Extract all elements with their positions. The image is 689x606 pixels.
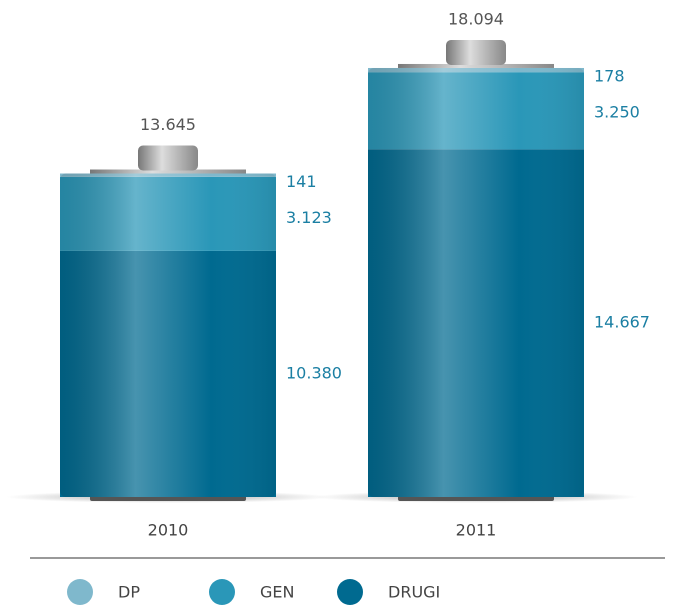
- legend-swatch: [67, 579, 93, 605]
- legend-label: DRUGI: [388, 583, 440, 602]
- legend-label: GEN: [260, 583, 294, 602]
- x-tick-label: 2011: [456, 521, 497, 540]
- value-label: 14.667: [594, 313, 650, 332]
- legend-swatch: [209, 579, 235, 605]
- value-label: 3.123: [286, 208, 332, 227]
- legend-label: DP: [118, 583, 140, 602]
- value-label: 141: [286, 172, 317, 191]
- total-label: 13.645: [140, 115, 196, 134]
- bar-shine: [60, 174, 276, 497]
- value-label: 10.380: [286, 363, 342, 382]
- x-tick-label: 2010: [148, 521, 189, 540]
- chart: 13.645 141 3.123 10.380 2010 18.094 178 3.250 14…: [0, 0, 689, 606]
- legend-swatch: [337, 579, 363, 605]
- total-label: 18.094: [448, 9, 504, 28]
- bar-shine: [368, 68, 584, 497]
- battery-cap: [138, 146, 198, 171]
- battery-cap: [446, 40, 506, 65]
- value-label: 3.250: [594, 102, 640, 121]
- value-label: 178: [594, 66, 625, 85]
